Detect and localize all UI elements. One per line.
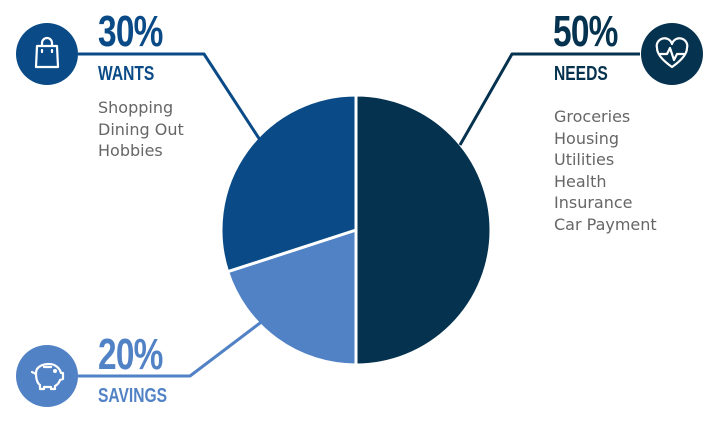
list-item: Hobbies: [98, 141, 163, 160]
needs-items-list: Groceries Housing Utilities Health Insur…: [554, 106, 657, 235]
piggy-bank-badge: [16, 345, 78, 407]
list-item: Car Payment: [554, 214, 657, 234]
needs-category-label: NEEDS: [554, 63, 608, 85]
heart-pulse-icon: [655, 37, 689, 69]
leader-lines: [78, 52, 640, 378]
list-item: Insurance: [554, 193, 633, 212]
list-item: Housing: [554, 128, 620, 148]
shopping-bag-badge: [16, 23, 78, 85]
category-badges: [16, 23, 703, 407]
list-item: Health: [554, 171, 607, 191]
pie-chart: [219, 93, 493, 367]
list-item: Utilities: [554, 150, 615, 169]
wants-leader-line: [78, 52, 262, 141]
needs-leader-line: [458, 52, 640, 146]
list-item: Dining Out: [98, 119, 184, 139]
list-item: Shopping: [98, 98, 174, 117]
list-item: Groceries: [554, 107, 631, 126]
pie-slice-savings: [226, 228, 358, 367]
savings-leader-line: [78, 318, 265, 378]
pie-slice-wants: [219, 93, 358, 274]
savings-percent-label: 20%: [98, 330, 163, 379]
shopping-bag-icon: [34, 36, 60, 69]
wants-category-label: WANTS: [98, 63, 155, 85]
wants-percent-label: 30%: [98, 7, 163, 56]
pie-slice-needs: [354, 93, 493, 367]
piggy-bank-icon: [30, 362, 65, 391]
wants-items-list: Shopping Dining Out Hobbies: [98, 97, 184, 162]
heart-pulse-badge: [641, 23, 703, 85]
savings-category-label: SAVINGS: [98, 385, 168, 407]
needs-percent-label: 50%: [553, 7, 618, 56]
